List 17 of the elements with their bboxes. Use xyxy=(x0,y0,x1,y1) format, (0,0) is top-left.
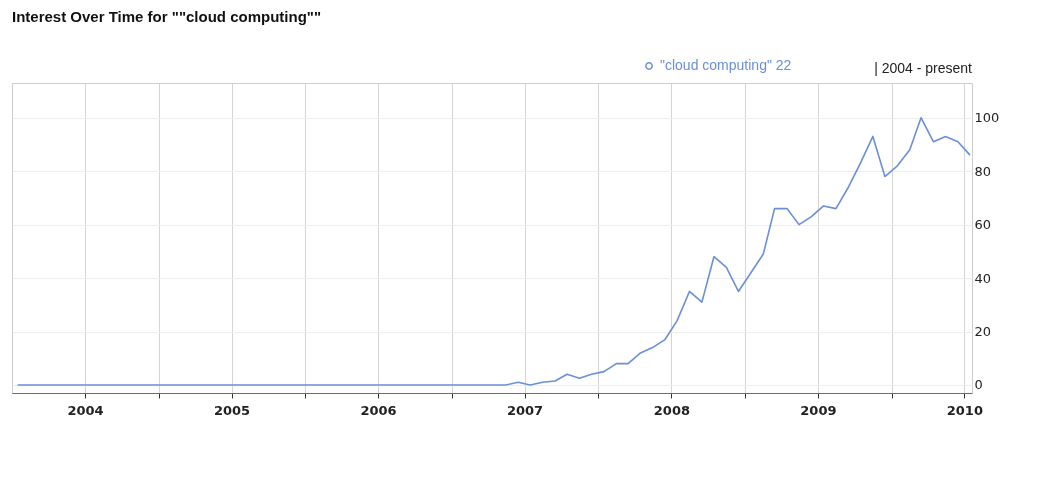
y-tick-label: 40 xyxy=(974,270,992,286)
chart-title: Interest Over Time for ""cloud computing"" xyxy=(12,8,322,25)
x-tick-label: 2004 xyxy=(67,402,104,418)
x-tick-label: 2009 xyxy=(800,402,837,418)
text: | 2004 - present xyxy=(874,60,973,76)
y-tick-label: 80 xyxy=(974,163,992,179)
x-tick-label: 2010 xyxy=(946,402,983,418)
y-tick-label: 60 xyxy=(974,217,992,233)
y-tick-label: 0 xyxy=(974,377,983,393)
x-tick-label: 2007 xyxy=(506,402,544,418)
x-tick-label: 2008 xyxy=(653,402,690,418)
x-tick-label: 2005 xyxy=(213,402,251,418)
legend-label: "cloud computing" 22 xyxy=(660,57,792,73)
x-tick-label: 2006 xyxy=(360,402,397,418)
y-tick-label: 100 xyxy=(974,110,1000,126)
line-series xyxy=(16,116,971,386)
y-tick-label: 20 xyxy=(974,324,992,340)
